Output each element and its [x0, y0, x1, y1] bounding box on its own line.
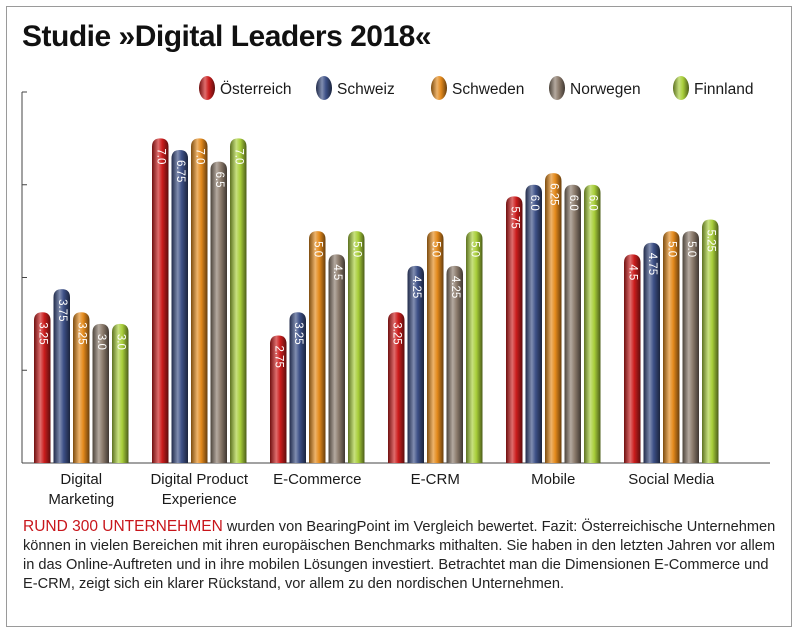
bar-chart: 3.25 3.75 3.25 3.0 3.0 Digital Marketing 7.0 6.7… — [21, 76, 770, 508]
data-label: 4.25 — [410, 276, 422, 298]
data-label: 4.5 — [626, 264, 638, 280]
bar-finnland-digital-marketing — [112, 323, 129, 463]
category-label: E-CRM — [411, 471, 460, 488]
data-label: 5.0 — [468, 241, 480, 257]
bar-schweiz-digital-product-experience — [171, 149, 188, 463]
caption: RUND 300 UNTERNEHMEN wurden von BearingP… — [23, 517, 783, 594]
category-label: Mobile — [531, 471, 575, 488]
bar-norwegen-mobile — [564, 184, 581, 463]
bar-norwegen-e-crm — [446, 265, 463, 463]
data-label: 6.0 — [528, 195, 540, 211]
bar-finnland-digital-product-experience — [230, 138, 247, 463]
bar-oesterreich-e-commerce — [270, 335, 287, 463]
legend-swatch-oesterreich — [199, 76, 215, 100]
bar-norwegen-e-commerce — [328, 254, 345, 463]
data-label: 7.0 — [232, 148, 244, 164]
legend-label-schweiz: Schweiz — [337, 81, 395, 98]
data-label: 3.0 — [95, 334, 107, 350]
data-label: 7.0 — [154, 148, 166, 164]
caption-body: wurden von BearingPoint im Vergleich bew… — [23, 519, 776, 592]
bar-finnland-social-media — [702, 219, 719, 463]
data-label: 4.75 — [646, 253, 658, 275]
bar-schweden-mobile — [545, 173, 562, 463]
data-label: 5.0 — [685, 241, 697, 257]
data-label: 5.0 — [665, 241, 677, 257]
data-label: 5.0 — [350, 241, 362, 257]
category-label: Social Media — [628, 471, 715, 488]
category-label: E-Commerce — [273, 471, 361, 488]
legend-swatch-schweiz — [316, 76, 332, 100]
bar-oesterreich-mobile — [506, 196, 523, 463]
data-label: 5.0 — [311, 241, 323, 257]
data-label: 5.25 — [704, 230, 716, 252]
data-label: 7.0 — [193, 148, 205, 164]
legend-swatch-schweden — [431, 76, 447, 100]
legend-item-finnland: Finnland — [673, 76, 753, 100]
data-label: 6.5 — [213, 172, 225, 188]
legend-label-schweden: Schweden — [452, 81, 524, 98]
data-label: 2.75 — [272, 345, 284, 367]
data-label: 3.25 — [75, 322, 87, 344]
bar-finnland-e-commerce — [348, 231, 365, 463]
legend-item-schweiz: Schweiz — [316, 76, 395, 100]
legend-label-finnland: Finnland — [694, 81, 753, 98]
bar-oesterreich-digital-marketing — [34, 312, 51, 463]
data-label: 5.0 — [429, 241, 441, 257]
data-label: 3.25 — [36, 322, 48, 344]
data-label: 6.0 — [586, 195, 598, 211]
bar-norwegen-digital-product-experience — [210, 161, 227, 463]
legend-label-oesterreich: Österreich — [220, 80, 292, 98]
legend-swatch-norwegen — [549, 76, 565, 100]
category-label: Digital Marketing — [48, 471, 114, 508]
data-label: 3.25 — [292, 322, 304, 344]
data-label: 6.0 — [567, 195, 579, 211]
bar-schweden-social-media — [663, 231, 680, 463]
chart-title: Studie »Digital Leaders 2018« — [22, 20, 432, 53]
data-label: 6.75 — [174, 160, 186, 182]
bar-finnland-e-crm — [466, 231, 483, 463]
data-label: 3.0 — [114, 334, 126, 350]
data-label: 4.25 — [449, 276, 461, 298]
data-label: 4.5 — [331, 264, 343, 280]
bar-oesterreich-digital-product-experience — [152, 138, 169, 463]
bar-oesterreich-social-media — [624, 254, 641, 463]
bar-schweden-digital-marketing — [73, 312, 90, 463]
bar-schweiz-digital-marketing — [53, 289, 70, 463]
bar-schweden-e-commerce — [309, 231, 326, 463]
bar-finnland-mobile — [584, 184, 601, 463]
legend-label-norwegen: Norwegen — [570, 81, 641, 98]
caption-lead: RUND 300 UNTERNEHMEN — [23, 518, 223, 535]
category-label: Digital Product Experience — [150, 471, 248, 508]
legend-item-schweden: Schweden — [431, 76, 524, 100]
legend-item-norwegen: Norwegen — [549, 76, 641, 100]
data-label: 3.75 — [56, 299, 68, 321]
bar-schweiz-social-media — [643, 242, 660, 463]
data-label: 6.25 — [547, 183, 559, 205]
legend-swatch-finnland — [673, 76, 689, 100]
bar-oesterreich-e-crm — [388, 312, 405, 463]
bar-norwegen-social-media — [682, 231, 699, 463]
bar-schweiz-e-commerce — [289, 312, 306, 463]
bar-schweden-digital-product-experience — [191, 138, 208, 463]
bar-schweiz-e-crm — [407, 265, 424, 463]
bar-schweden-e-crm — [427, 231, 444, 463]
bar-norwegen-digital-marketing — [92, 323, 109, 463]
bar-schweiz-mobile — [525, 184, 542, 463]
data-label: 3.25 — [390, 322, 402, 344]
data-label: 5.75 — [508, 206, 520, 228]
legend-item-oesterreich: Österreich — [199, 76, 292, 100]
